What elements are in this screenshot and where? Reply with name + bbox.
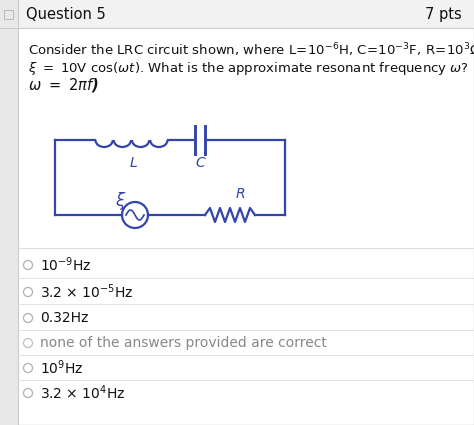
Text: C: C bbox=[195, 156, 205, 170]
Text: $\omega$ $=$ $2\pi f$): $\omega$ $=$ $2\pi f$) bbox=[28, 76, 99, 94]
Text: Consider the LRC circuit shown, where L$\!=\!$10$^{-6}$H, C$\!=\!$10$^{-3}$F, R$: Consider the LRC circuit shown, where L$… bbox=[28, 41, 474, 59]
Bar bbox=[18, 0, 474, 28]
Text: 7 pts: 7 pts bbox=[425, 6, 462, 22]
Text: Question 5: Question 5 bbox=[26, 6, 106, 22]
Text: 3.2 $\times$ 10$^{4}$Hz: 3.2 $\times$ 10$^{4}$Hz bbox=[40, 384, 125, 402]
Text: L: L bbox=[129, 156, 137, 170]
Text: $\xi$ $=$ 10V cos($\omega t$). What is the approximate resonant frequency $\omeg: $\xi$ $=$ 10V cos($\omega t$). What is t… bbox=[28, 60, 474, 76]
Text: 3.2 $\times$ 10$^{-5}$Hz: 3.2 $\times$ 10$^{-5}$Hz bbox=[40, 283, 134, 301]
Text: 10$^{-9}$Hz: 10$^{-9}$Hz bbox=[40, 256, 91, 274]
Text: none of the answers provided are correct: none of the answers provided are correct bbox=[40, 336, 327, 350]
Bar bbox=[0, 0, 18, 425]
Text: $\xi$: $\xi$ bbox=[115, 190, 127, 212]
Text: R: R bbox=[235, 187, 245, 201]
Text: □: □ bbox=[3, 8, 15, 20]
Text: 10$^{9}$Hz: 10$^{9}$Hz bbox=[40, 359, 83, 377]
Text: 0.32Hz: 0.32Hz bbox=[40, 311, 88, 325]
